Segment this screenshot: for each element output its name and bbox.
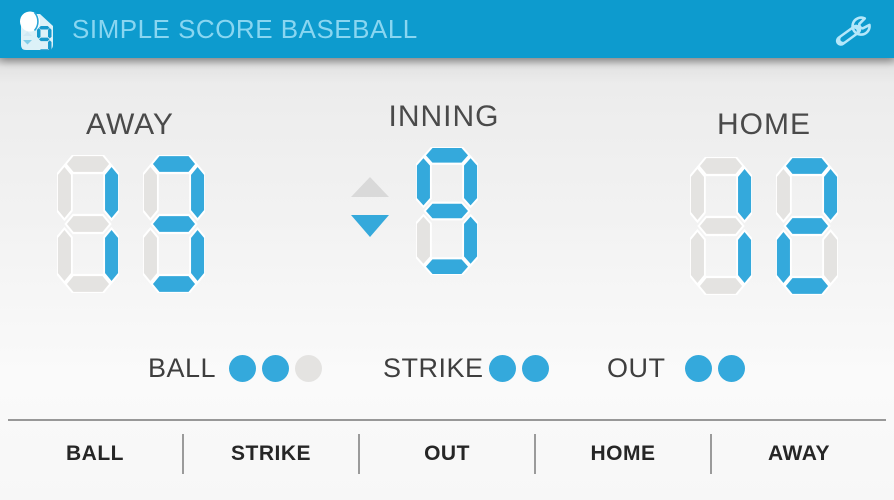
home-label: HOME bbox=[717, 108, 811, 141]
divider bbox=[358, 433, 360, 474]
ball-dot bbox=[295, 355, 322, 382]
seven-segment-digit bbox=[57, 155, 119, 293]
ball-button[interactable]: BALL bbox=[8, 421, 182, 500]
inning-display bbox=[416, 147, 478, 275]
seven-segment-digit bbox=[143, 155, 205, 293]
strike-count-label: STRIKE bbox=[383, 353, 484, 383]
away-score-display bbox=[57, 155, 205, 293]
seven-segment-digit bbox=[776, 157, 838, 295]
out-count-dots bbox=[685, 355, 745, 382]
out-dot bbox=[685, 355, 712, 382]
action-bar: SIMPLE SCORE BASEBALL bbox=[0, 0, 894, 58]
ball-dot bbox=[229, 355, 256, 382]
out-dot bbox=[718, 355, 745, 382]
strike-dot bbox=[522, 355, 549, 382]
away-button[interactable]: AWAY bbox=[712, 421, 886, 500]
settings-button[interactable] bbox=[830, 9, 878, 51]
up-triangle-icon bbox=[351, 177, 389, 197]
action-button-bar: BALL STRIKE OUT HOME AWAY bbox=[8, 419, 886, 500]
away-label: AWAY bbox=[86, 108, 174, 141]
home-button[interactable]: HOME bbox=[536, 421, 710, 500]
inning-down-button[interactable] bbox=[350, 213, 390, 239]
divider bbox=[182, 433, 184, 474]
strike-dot bbox=[489, 355, 516, 382]
inning-up-button[interactable] bbox=[350, 174, 390, 200]
inning-label: INNING bbox=[388, 100, 500, 133]
baseball-scoreboard-icon bbox=[20, 11, 53, 51]
down-triangle-icon bbox=[351, 215, 389, 237]
ball-dot bbox=[262, 355, 289, 382]
divider bbox=[534, 433, 536, 474]
divider bbox=[710, 433, 712, 474]
app-title: SIMPLE SCORE BASEBALL bbox=[72, 14, 418, 44]
out-count-label: OUT bbox=[607, 353, 666, 383]
home-score-display bbox=[690, 157, 838, 295]
ball-count-label: BALL bbox=[148, 353, 217, 383]
seven-segment-digit bbox=[690, 157, 752, 295]
scoreboard-area: AWAY INNING HOME BALL STRIKE OUT BALL ST… bbox=[0, 58, 894, 500]
wrench-icon bbox=[835, 16, 871, 46]
strike-count-dots bbox=[489, 355, 549, 382]
seven-segment-digit bbox=[416, 147, 478, 275]
out-button[interactable]: OUT bbox=[360, 421, 534, 500]
strike-button[interactable]: STRIKE bbox=[184, 421, 358, 500]
ball-count-dots bbox=[229, 355, 322, 382]
